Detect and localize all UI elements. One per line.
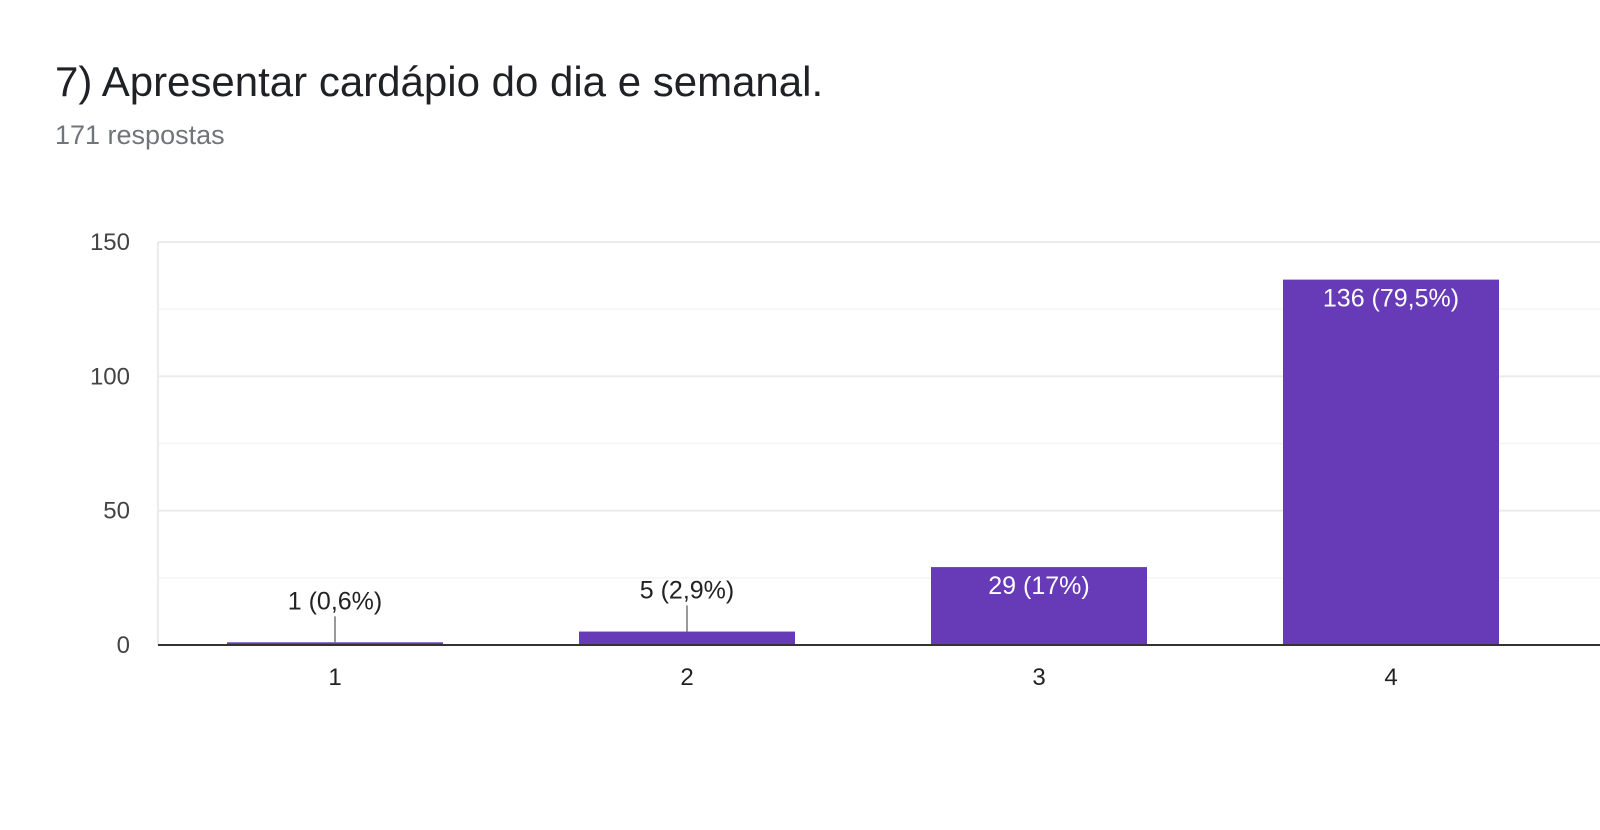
data-label: 1 (0,6%) <box>288 587 382 615</box>
y-tick-label: 150 <box>90 229 130 256</box>
y-tick-label: 100 <box>90 363 130 390</box>
data-label: 29 (17%) <box>988 572 1089 600</box>
data-label: 136 (79,5%) <box>1323 285 1459 313</box>
y-tick-label: 0 <box>117 632 130 659</box>
x-tick-label: 2 <box>680 664 693 691</box>
data-label: 5 (2,9%) <box>640 577 734 605</box>
bar <box>1283 279 1499 645</box>
x-tick-label: 4 <box>1384 664 1397 691</box>
bar <box>931 567 1147 645</box>
y-tick-label: 50 <box>103 498 130 525</box>
response-count: 171 respostas <box>55 120 225 150</box>
bar <box>579 631 795 645</box>
chart-title: 7) Apresentar cardápio do dia e semanal. <box>55 58 824 105</box>
bar <box>227 642 443 645</box>
x-tick-label: 1 <box>328 664 341 691</box>
x-tick-label: 3 <box>1032 664 1045 691</box>
